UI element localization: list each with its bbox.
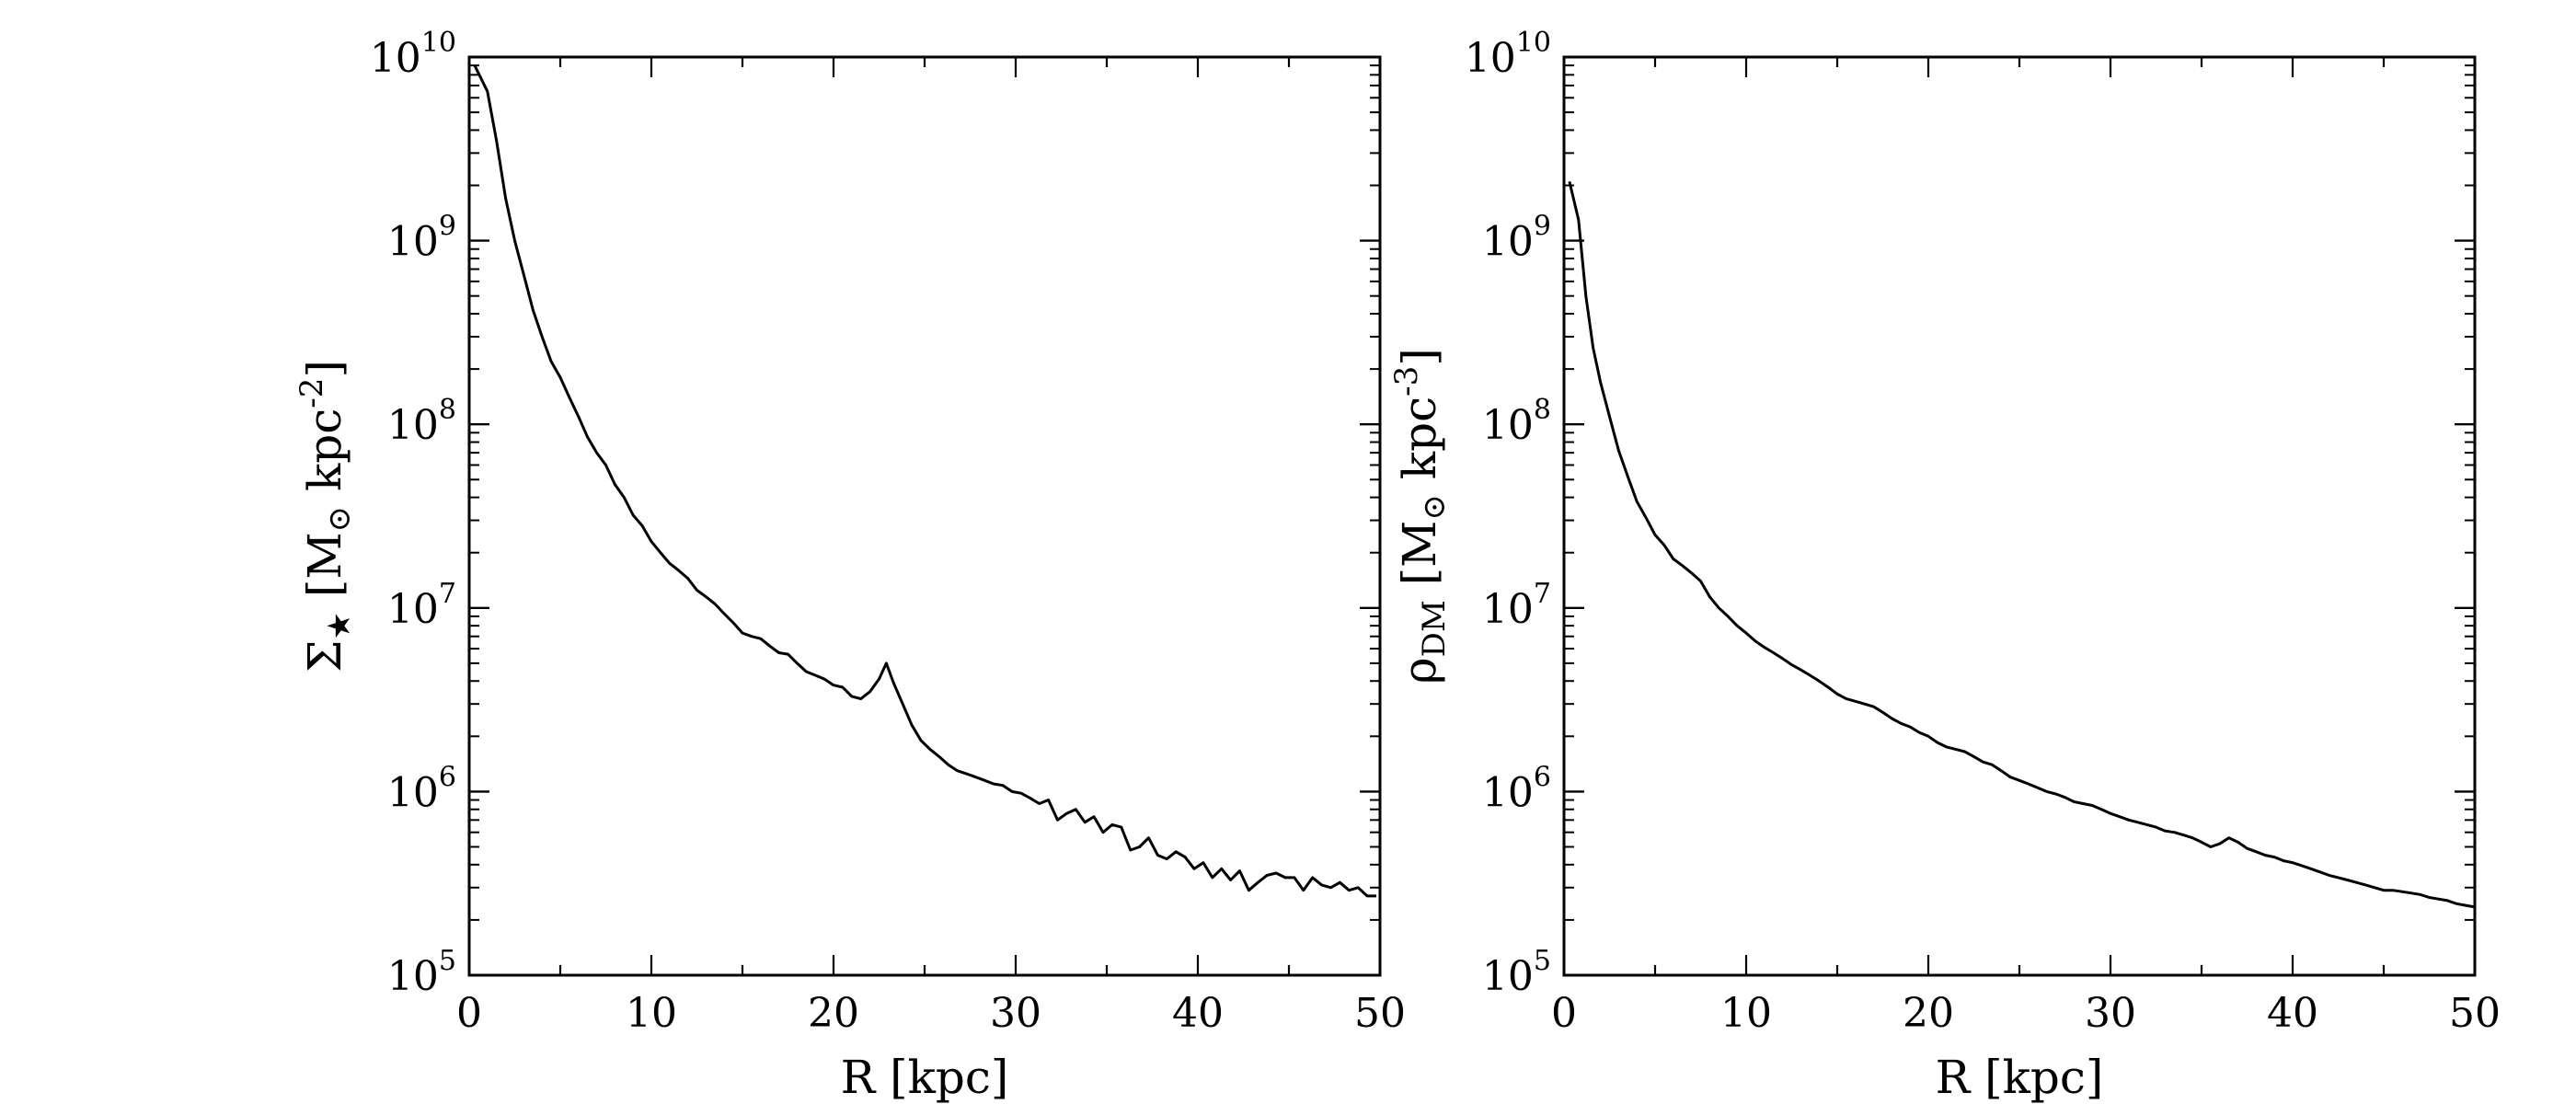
left-y-tick-label: 108 — [387, 394, 456, 449]
stellar-surface-density-panel: 105 106 107 108 109 1010 0 10 20 30 40 50 R [kpc] Σ★ … — [293, 27, 1406, 1104]
right-x-tick-label: 50 — [2449, 990, 2501, 1037]
right-x-tick-label: 40 — [2267, 990, 2318, 1037]
right-y-tick-label: 108 — [1482, 394, 1551, 449]
right-x-tick-label: 20 — [1903, 990, 1954, 1037]
left-x-tick-label: 10 — [626, 990, 677, 1037]
right-y-tick-label: 105 — [1482, 945, 1551, 1000]
left-y-tick-label: 109 — [387, 211, 456, 266]
left-x-tick-label: 30 — [990, 990, 1041, 1037]
left-y-axis-title: Σ★ [M⊙ kpc-2] — [293, 360, 358, 673]
right-x-tick-label: 0 — [1551, 990, 1577, 1037]
left-x-tick-label: 50 — [1354, 990, 1406, 1037]
left-series-line — [473, 64, 1376, 898]
left-y-tick-label: 107 — [387, 578, 456, 633]
right-y-axis-title: ρDM [M⊙ kpc-3] — [1388, 348, 1453, 684]
left-x-axis-title: R [kpc] — [841, 1051, 1009, 1104]
right-x-axis-title: R [kpc] — [1936, 1051, 2104, 1104]
right-x-tick-label: 10 — [1720, 990, 1772, 1037]
left-y-tick-label: 106 — [387, 761, 456, 816]
right-x-tick-label: 30 — [2085, 990, 2136, 1037]
left-x-tick-label: 40 — [1172, 990, 1224, 1037]
left-x-tick-label: 0 — [456, 990, 482, 1037]
right-y-tick-label: 1010 — [1465, 27, 1551, 82]
right-y-tick-label: 106 — [1482, 761, 1551, 816]
right-y-tick-label: 109 — [1482, 211, 1551, 266]
dark-matter-density-panel: 105 106 107 108 109 1010 0 10 20 30 40 50 R [kpc] ρDM… — [1388, 27, 2501, 1104]
right-y-tick-label: 107 — [1482, 578, 1551, 633]
right-axes-frame — [1562, 55, 2477, 977]
left-axes-frame — [467, 55, 1382, 977]
left-x-tick-label: 20 — [808, 990, 859, 1037]
left-y-tick-label: 1010 — [370, 27, 456, 82]
left-y-tick-label: 105 — [387, 945, 456, 1000]
right-series-line — [1568, 180, 2476, 909]
